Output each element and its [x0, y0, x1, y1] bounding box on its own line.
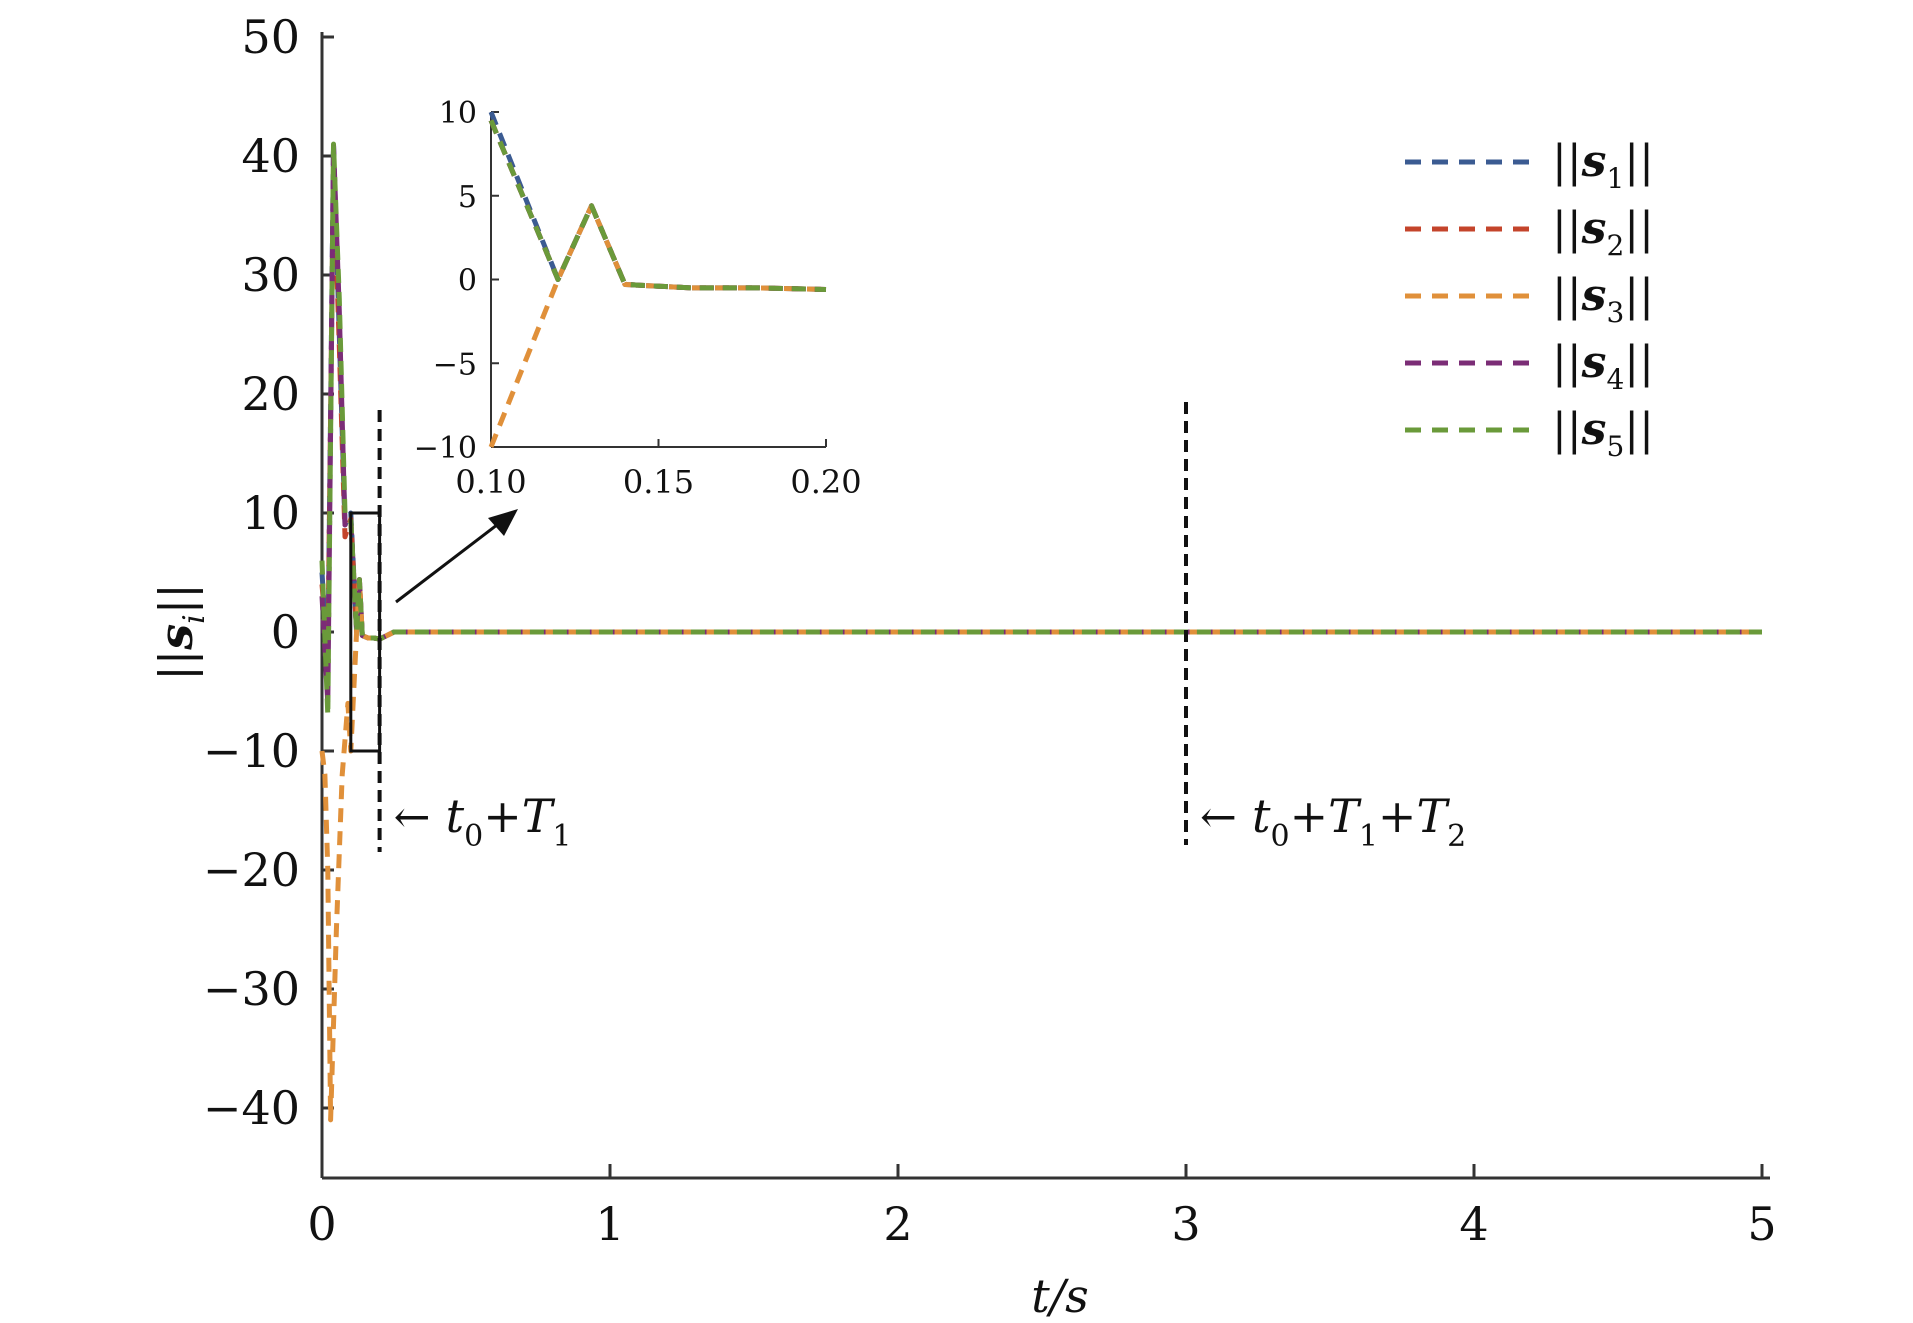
inset-series-line-s5: [488, 119, 827, 292]
y-tick-label: −40: [203, 1081, 300, 1135]
svg-text:||si||: ||si||: [149, 583, 212, 681]
x-axis-title: t/s: [1031, 1269, 1089, 1323]
inset-series-line-s3: [488, 203, 827, 448]
legend-label-s5: ||s5||: [1552, 404, 1654, 463]
series-line-s3: [319, 577, 1762, 1123]
inset-y-tick-label: −5: [433, 347, 477, 382]
legend-label-s3: ||s3||: [1552, 270, 1654, 329]
inset-x-ticks: 0.10 0.15 0.20: [455, 439, 862, 501]
x-tick-label: 4: [1459, 1197, 1488, 1251]
y-tick-label: −10: [203, 724, 300, 778]
legend: ||s1|| ||s2|| ||s3|| ||s4|| ||s5||: [1405, 136, 1654, 463]
inset-y-tick-label: 5: [458, 180, 477, 215]
y-tick-label: −20: [203, 843, 300, 897]
y-tick-label: 20: [241, 367, 300, 421]
vertical-lines: ← t0+T1 ← t0+T1+T2: [377, 402, 1466, 854]
inset-x-tick-label: 0.15: [623, 463, 694, 501]
x-tick-label: 5: [1747, 1197, 1776, 1251]
inset-y-ticks: 10 5 0 −5 −10: [414, 96, 499, 466]
y-tick-label: 50: [241, 10, 300, 64]
y-tick-label: 0: [271, 605, 300, 659]
zoom-arrow: [395, 513, 511, 604]
y-tick-label: 30: [241, 248, 300, 302]
legend-label-s2: ||s2||: [1552, 203, 1654, 262]
x-tick-label: 2: [883, 1197, 912, 1251]
x-ticks: 0 1 2 3 4 5: [307, 1164, 1777, 1251]
vline-arrow-glyph: ←: [394, 792, 431, 843]
x-tick-label: 0: [307, 1197, 336, 1251]
inset-y-tick-label: −10: [414, 431, 477, 466]
series-inset: [488, 111, 827, 448]
vline-label-1: t0+T1: [446, 789, 572, 854]
x-tick-label: 1: [595, 1197, 624, 1251]
inset-x-tick-label: 0.10: [455, 463, 526, 501]
y-tick-label: 40: [241, 129, 300, 183]
inset-x-tick-label: 0.20: [790, 463, 861, 501]
inset-y-tick-label: 10: [439, 96, 477, 131]
legend-label-s1: ||s1||: [1552, 136, 1654, 195]
legend-label-s4: ||s4||: [1552, 337, 1654, 396]
y-ticks: 50 40 30 20 10 0 −10 −20 −30 −40: [203, 10, 334, 1135]
inset-axes: [490, 112, 826, 448]
zoom-arrowhead: [488, 509, 518, 536]
y-axis-title: ||si||: [149, 583, 212, 681]
vline-label-2: t0+T1+T2: [1252, 789, 1466, 854]
vline-arrow-glyph: ←: [1200, 792, 1237, 843]
x-tick-label: 3: [1171, 1197, 1200, 1251]
y-tick-label: −30: [203, 962, 300, 1016]
y-tick-label: 10: [241, 486, 300, 540]
inset-y-tick-label: 0: [458, 264, 477, 299]
zoom-box: [349, 511, 382, 753]
inset-background: [491, 112, 826, 447]
